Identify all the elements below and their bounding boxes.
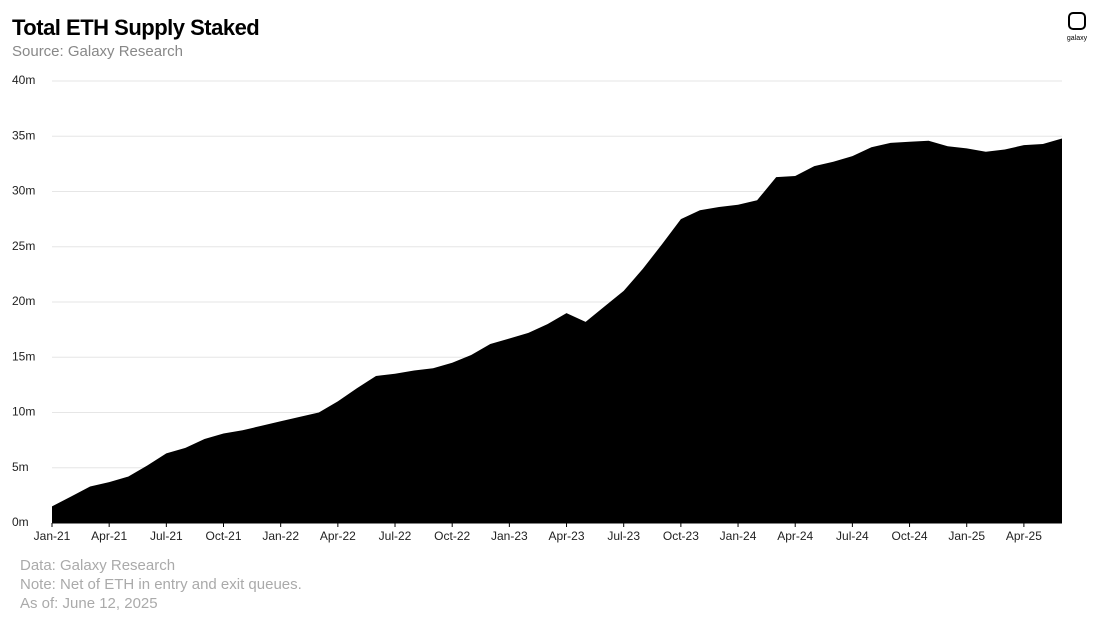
x-tick-label: Apr-23 xyxy=(549,529,585,543)
logo-icon xyxy=(1068,12,1086,30)
x-tick-label: Jan-22 xyxy=(262,529,299,543)
x-tick-label: Jan-24 xyxy=(720,529,757,543)
y-tick-label: 0m xyxy=(12,515,29,529)
note: Data: Galaxy Research xyxy=(20,557,175,574)
logo-text: galaxy xyxy=(1067,35,1088,42)
x-tick-label: Jan-23 xyxy=(491,529,528,543)
x-tick-label: Oct-24 xyxy=(892,529,928,543)
x-tick-label: Oct-21 xyxy=(206,529,242,543)
y-tick-label: 25m xyxy=(12,239,35,253)
y-tick-label: 40m xyxy=(12,73,35,87)
x-tick-label: Jul-22 xyxy=(379,529,412,543)
x-tick-label: Jan-25 xyxy=(948,529,985,543)
y-tick-label: 10m xyxy=(12,405,35,419)
y-tick-label: 35m xyxy=(12,128,35,142)
y-tick-label: 15m xyxy=(12,349,35,363)
note: As of: June 12, 2025 xyxy=(20,595,158,612)
x-tick-label: Oct-23 xyxy=(663,529,699,543)
chart-subtitle: Source: Galaxy Research xyxy=(12,43,183,60)
x-tick-label: Apr-21 xyxy=(91,529,127,543)
x-tick-label: Jan-21 xyxy=(34,529,71,543)
x-tick-label: Jul-23 xyxy=(607,529,640,543)
x-tick-label: Jul-21 xyxy=(150,529,183,543)
chart-title: Total ETH Supply Staked xyxy=(12,15,259,40)
note: Note: Net of ETH in entry and exit queue… xyxy=(20,576,302,593)
x-tick-label: Apr-25 xyxy=(1006,529,1042,543)
y-tick-label: 30m xyxy=(12,184,35,198)
y-tick-label: 5m xyxy=(12,460,29,474)
area xyxy=(52,138,1062,523)
x-tick-label: Oct-22 xyxy=(434,529,470,543)
x-tick-label: Apr-22 xyxy=(320,529,356,543)
x-tick-label: Apr-24 xyxy=(777,529,813,543)
x-tick-label: Jul-24 xyxy=(836,529,869,543)
y-tick-label: 20m xyxy=(12,294,35,308)
